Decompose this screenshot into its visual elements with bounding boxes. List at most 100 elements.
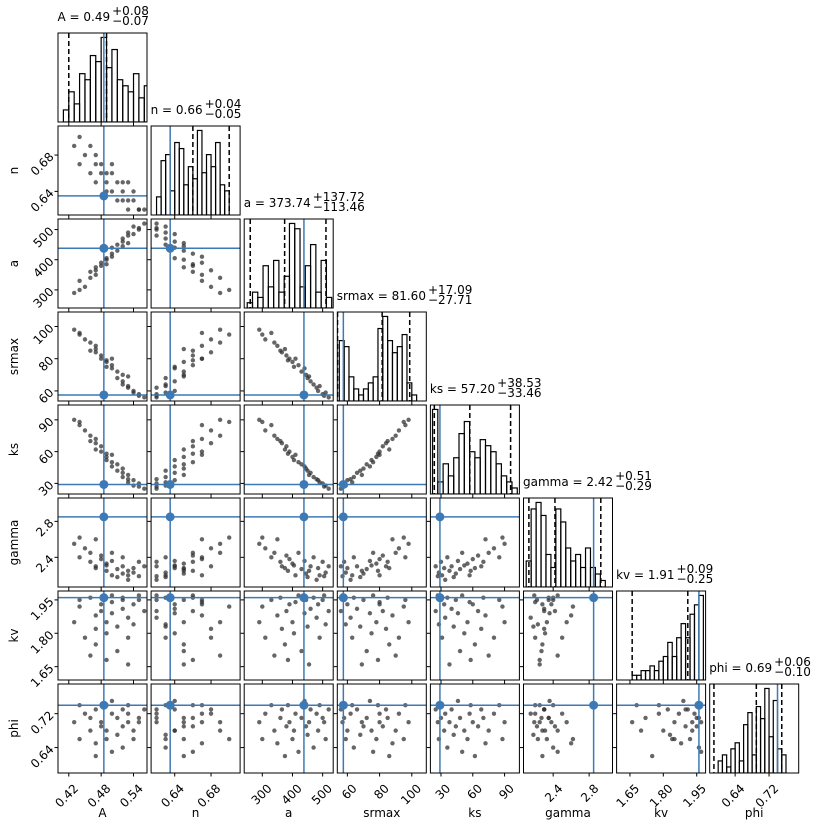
sample-point bbox=[321, 593, 327, 598]
sample-point bbox=[293, 573, 298, 578]
sample-point bbox=[345, 565, 350, 571]
x-axis-label: srmax bbox=[363, 806, 400, 820]
sample-point bbox=[497, 597, 502, 603]
sample-point bbox=[364, 566, 369, 572]
truth-point bbox=[99, 700, 109, 710]
x-axis-label: gamma bbox=[545, 806, 591, 820]
sample-point bbox=[568, 741, 574, 746]
x-tick-label: 0.42 bbox=[52, 781, 81, 810]
sample-point bbox=[285, 657, 291, 663]
sample-point bbox=[306, 374, 312, 379]
panel bbox=[244, 498, 334, 587]
sample-point bbox=[93, 272, 98, 278]
hist-bar bbox=[122, 85, 129, 122]
hist-bar bbox=[396, 346, 403, 401]
sample-point bbox=[279, 440, 285, 446]
sample-point bbox=[125, 577, 131, 583]
sample-point bbox=[104, 180, 109, 185]
hist-bar bbox=[463, 420, 471, 494]
sample-point bbox=[401, 535, 406, 540]
sample-point bbox=[502, 541, 507, 547]
panel bbox=[58, 684, 147, 773]
sample-point bbox=[109, 550, 115, 556]
sample-point bbox=[154, 711, 159, 716]
sample-point bbox=[317, 635, 322, 640]
sample-point bbox=[676, 711, 682, 716]
sample-point bbox=[453, 724, 459, 729]
sample-point bbox=[396, 428, 402, 433]
panel-frame bbox=[57, 590, 148, 681]
sample-point bbox=[172, 464, 177, 469]
sample-point bbox=[406, 417, 411, 423]
sample-point bbox=[71, 290, 77, 296]
panel-frame bbox=[243, 590, 334, 681]
sample-point bbox=[465, 619, 470, 625]
sample-point bbox=[303, 724, 309, 729]
sample-point bbox=[439, 573, 445, 578]
sample-point bbox=[377, 599, 382, 605]
sample-point bbox=[279, 626, 285, 632]
sample-point bbox=[181, 248, 186, 253]
sample-point bbox=[670, 736, 675, 742]
hist-bar bbox=[127, 91, 135, 122]
sample-point bbox=[154, 559, 159, 565]
sample-point bbox=[208, 440, 214, 446]
sample-point bbox=[383, 440, 389, 446]
sample-point bbox=[125, 230, 131, 235]
sample-point bbox=[257, 619, 262, 625]
sample-point bbox=[125, 233, 131, 238]
sample-point bbox=[269, 422, 274, 428]
sample-point bbox=[181, 359, 186, 365]
sample-point bbox=[77, 161, 82, 167]
panel-frame bbox=[429, 404, 520, 495]
sample-point bbox=[88, 275, 93, 281]
sample-point bbox=[272, 550, 277, 556]
sample-point bbox=[227, 287, 232, 293]
sample-point bbox=[154, 476, 159, 482]
sample-point bbox=[552, 724, 558, 729]
sample-point bbox=[465, 736, 470, 742]
sample-point bbox=[367, 698, 373, 704]
y-tick-label: 0.64 bbox=[28, 186, 57, 215]
title-upper-error: +137.72 bbox=[313, 190, 365, 204]
sample-point bbox=[120, 382, 125, 387]
x-tick-label: 100 bbox=[398, 781, 424, 807]
sample-point bbox=[305, 574, 310, 580]
truth-point bbox=[165, 700, 175, 710]
panel bbox=[244, 591, 334, 680]
hist-bar bbox=[599, 579, 606, 587]
sample-point bbox=[358, 574, 363, 580]
sample-point bbox=[172, 388, 177, 394]
panel-frame bbox=[243, 497, 334, 588]
sample-point bbox=[467, 573, 472, 578]
sample-point bbox=[468, 657, 473, 663]
sample-point bbox=[163, 635, 168, 640]
sample-point bbox=[532, 711, 538, 716]
x-axis-label: phi bbox=[745, 806, 764, 820]
sample-point bbox=[199, 343, 205, 349]
panel-frame bbox=[57, 497, 148, 588]
sample-point bbox=[257, 719, 262, 725]
panel bbox=[151, 219, 241, 308]
sample-point bbox=[154, 593, 159, 598]
sample-point bbox=[181, 346, 186, 352]
sample-point bbox=[351, 555, 357, 560]
panel bbox=[58, 498, 147, 587]
sample-point bbox=[481, 559, 486, 565]
sample-point bbox=[453, 597, 459, 603]
sample-point bbox=[364, 648, 369, 654]
sample-point bbox=[181, 642, 186, 647]
sample-point bbox=[172, 366, 177, 371]
sample-point bbox=[441, 565, 447, 571]
sample-point bbox=[120, 466, 125, 471]
sample-point bbox=[441, 602, 447, 607]
sample-point bbox=[115, 566, 120, 572]
panel bbox=[430, 498, 520, 587]
sample-point bbox=[163, 570, 168, 575]
sample-point bbox=[208, 546, 214, 551]
sample-point bbox=[546, 715, 551, 721]
sample-point bbox=[486, 550, 491, 556]
panel-title: phi = 0.69 bbox=[709, 661, 772, 675]
sample-point bbox=[71, 541, 77, 547]
sample-point bbox=[199, 260, 205, 265]
